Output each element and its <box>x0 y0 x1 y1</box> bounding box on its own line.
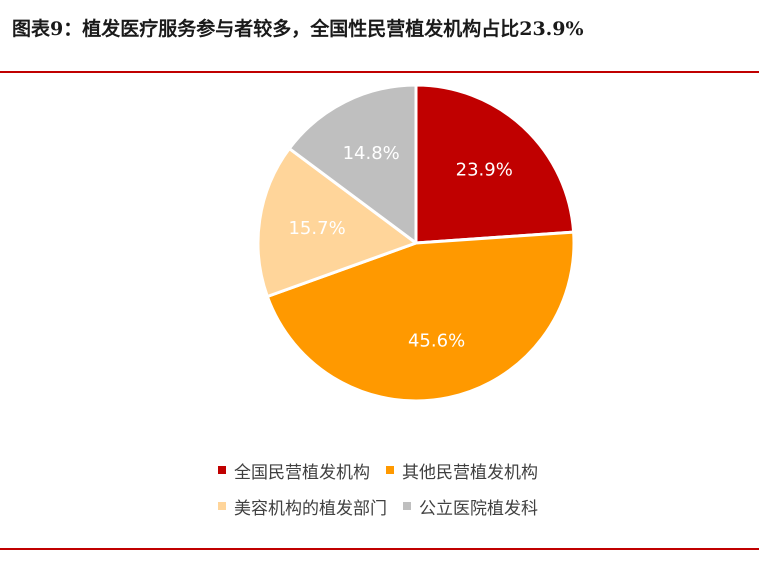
legend-swatch-2 <box>386 466 394 474</box>
pie-slice-label-4: 14.8% <box>343 143 400 164</box>
legend-label-1: 全国民营植发机构 <box>234 462 370 483</box>
chart-legend: 全国民营植发机构 其他民营植发机构 美容机构的植发部门 公立医院植发科 <box>218 458 638 519</box>
legend-label-2: 其他民营植发机构 <box>402 462 538 483</box>
chart-title: 图表9：植发医疗服务参与者较多，全国性民营植发机构占比23.9% <box>12 18 584 40</box>
pie-slice-label-3: 15.7% <box>288 218 345 239</box>
legend-item-4: 公立医院植发科 <box>403 494 538 519</box>
legend-item-1: 全国民营植发机构 <box>218 458 370 483</box>
legend-swatch-4 <box>403 502 411 510</box>
bottom-divider <box>0 548 759 550</box>
pie-slice-label-1: 23.9% <box>456 159 513 180</box>
top-divider <box>0 71 759 73</box>
pie-slice-1 <box>414 83 576 245</box>
legend-swatch-1 <box>218 466 226 474</box>
pie-slice-4 <box>287 83 418 245</box>
legend-item-2: 其他民营植发机构 <box>386 458 538 483</box>
legend-swatch-3 <box>218 502 226 510</box>
legend-label-3: 美容机构的植发部门 <box>234 498 387 519</box>
legend-item-3: 美容机构的植发部门 <box>218 494 387 519</box>
pie-slice-2 <box>265 230 576 403</box>
pie-slice-label-2: 45.6% <box>408 330 465 351</box>
legend-label-4: 公立医院植发科 <box>419 498 538 519</box>
pie-slice-3 <box>256 147 418 299</box>
